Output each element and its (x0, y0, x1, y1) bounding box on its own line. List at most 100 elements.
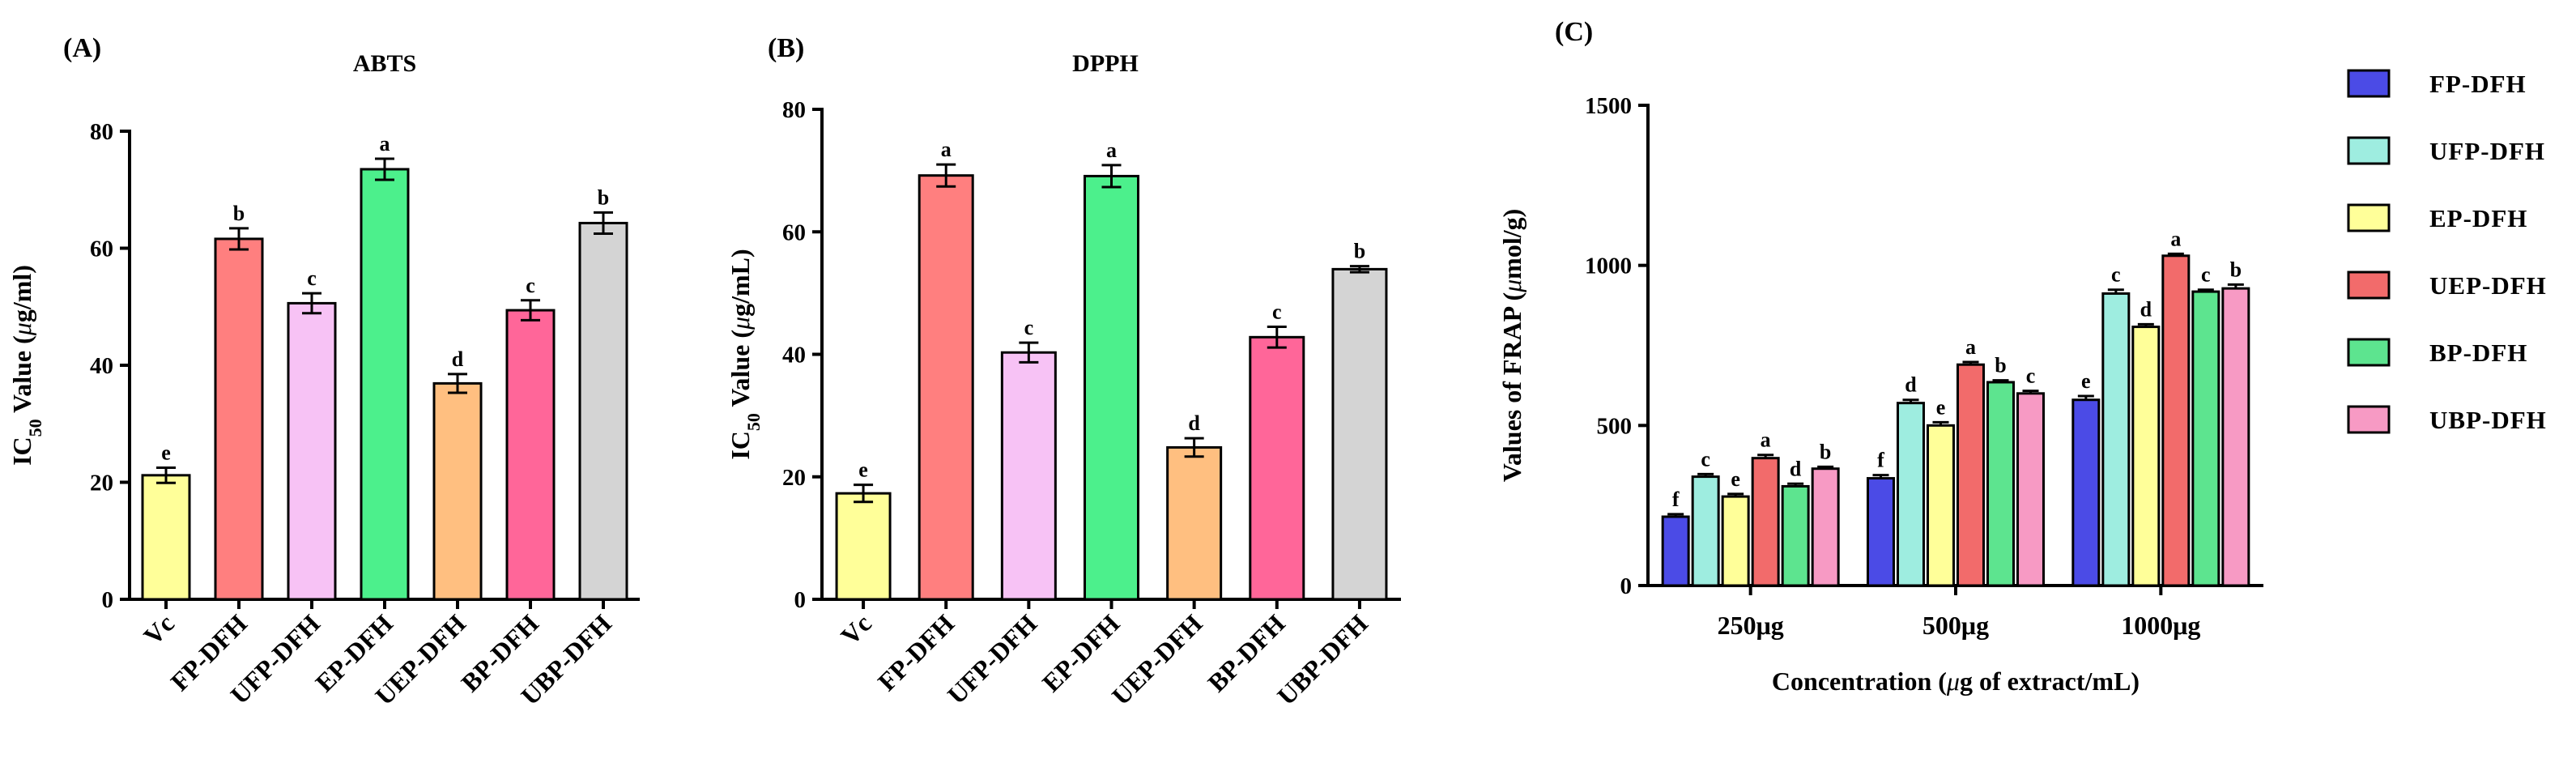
x-tick-label: Vc (138, 608, 180, 650)
significance-letter: a (2170, 227, 2181, 250)
x-tick-label: UFP-DFH (942, 608, 1043, 709)
significance-letter: d (452, 347, 464, 371)
significance-letter: a (380, 132, 390, 155)
y-tick-label: 0 (1620, 573, 1633, 599)
significance-letter: c (307, 266, 317, 290)
y-axis-label: IC50 Value (μg/mL) (726, 249, 764, 459)
y-tick-label: 1500 (1585, 93, 1632, 119)
significance-letter: d (1790, 457, 1802, 480)
significance-letter: c (2026, 364, 2036, 388)
bar-bp-dfh-1 (1986, 381, 2015, 587)
bar-uep-dfh-1 (1956, 363, 1985, 587)
significance-letter: e (858, 458, 868, 482)
chart-title: ABTS (353, 50, 416, 77)
significance-letter: c (1024, 316, 1034, 339)
panel-c-frap-chart: (C) Values of FRAP (μmol/g) Concentration … (1497, 17, 2547, 696)
significance-letter: e (1731, 467, 1740, 491)
bar-ubp-dfh-0 (1811, 467, 1840, 587)
bar-ep-dfh (360, 168, 410, 601)
x-tick-label: 1000μg (2121, 611, 2200, 640)
significance-letter: b (2230, 258, 2242, 281)
bar-fp-dfh (918, 174, 974, 601)
bar-vc (141, 474, 191, 601)
x-axis-label: Concentration (μg of extract/mL) (1772, 667, 2140, 696)
bar-ep-dfh-1 (1927, 424, 1955, 587)
y-axis-label: Values of FRAP (μmol/g) (1497, 209, 1526, 483)
panel-label: (C) (1555, 17, 1593, 47)
y-tick-label: 1000 (1585, 253, 1632, 279)
significance-letter: c (1272, 300, 1282, 323)
significance-letter: c (1701, 447, 1710, 471)
legend-swatch-ufp-dfh (2347, 136, 2391, 165)
y-tick-label: 20 (90, 471, 113, 496)
x-tick-label: UBP-DFH (1271, 608, 1373, 710)
legend-label-ufp-dfh: UFP-DFH (2429, 137, 2545, 165)
bar-fp-dfh-2 (2071, 398, 2101, 587)
y-tick-label: 0 (102, 587, 114, 613)
bar-bp-dfh (1249, 335, 1305, 601)
y-tick-label: 40 (782, 343, 806, 368)
significance-letter: f (1877, 449, 1884, 472)
legend-swatch-ubp-dfh (2347, 405, 2391, 434)
legend-swatch-ep-dfh (2347, 203, 2391, 232)
significance-letter: e (2081, 369, 2091, 393)
legend-label-bp-dfh: BP-DFH (2429, 339, 2527, 367)
bar-ep-dfh-0 (1721, 495, 1750, 587)
panel-label: (A) (63, 33, 101, 63)
significance-letter: b (233, 202, 245, 225)
bar-ubp-dfh-1 (2016, 392, 2045, 587)
bar-ep-dfh (1084, 174, 1139, 601)
significance-letter: a (1965, 335, 1976, 359)
bar-ufp-dfh (1000, 351, 1057, 601)
bar-bp-dfh-2 (2191, 290, 2220, 587)
legend: FP-DFH UFP-DFH EP-DFH UEP-DFH BP-DFH UBP-DFH (2347, 69, 2547, 434)
bar-ufp-dfh-1 (1897, 402, 1925, 587)
significance-letter: c (2201, 263, 2211, 287)
x-tick-label: 500μg (1922, 611, 1989, 640)
y-tick-label: 60 (90, 236, 113, 262)
bar-bp-dfh (505, 309, 556, 601)
significance-letter: d (2140, 297, 2152, 321)
significance-letter: a (941, 138, 952, 161)
bar-ubp-dfh-2 (2221, 287, 2250, 587)
legend-label-ubp-dfh: UBP-DFH (2429, 406, 2547, 434)
y-tick-label: 80 (782, 97, 806, 123)
y-tick-label: 0 (794, 587, 807, 613)
significance-letter: a (1761, 428, 1771, 452)
legend-swatch-fp-dfh (2347, 69, 2391, 98)
x-tick-label: 250μg (1718, 611, 1784, 640)
bar-ubp-dfh (1331, 267, 1388, 601)
significance-letter: a (1106, 138, 1117, 162)
bar-bp-dfh-0 (1781, 484, 1810, 587)
significance-letter: d (1905, 373, 1917, 397)
legend-swatch-bp-dfh (2347, 338, 2391, 367)
y-tick-label: 500 (1597, 413, 1633, 439)
bar-vc (835, 492, 892, 601)
bar-fp-dfh-0 (1661, 515, 1690, 587)
y-tick-label: 40 (90, 353, 113, 379)
y-tick-label: 60 (782, 219, 806, 245)
bar-uep-dfh-2 (2161, 254, 2191, 587)
legend-swatch-uep-dfh (2347, 270, 2391, 300)
significance-letter: b (1820, 440, 1831, 463)
legend-label-fp-dfh: FP-DFH (2429, 70, 2527, 98)
y-tick-label: 80 (90, 119, 113, 145)
x-tick-label: UEP-DFH (1106, 608, 1208, 710)
significance-letter: f (1672, 488, 1680, 511)
bar-uep-dfh (432, 381, 483, 601)
chart-title: DPPH (1072, 50, 1139, 77)
legend-label-ep-dfh: EP-DFH (2429, 204, 2527, 232)
bar-fp-dfh-1 (1867, 477, 1895, 587)
bar-ubp-dfh (578, 221, 628, 601)
legend-label-uep-dfh: UEP-DFH (2429, 271, 2547, 300)
bar-ufp-dfh (287, 301, 337, 601)
y-tick-label: 20 (782, 465, 806, 491)
significance-letter: b (1995, 354, 2006, 377)
panel-label: (B) (768, 33, 804, 63)
bar-ep-dfh-2 (2131, 326, 2161, 587)
significance-letter: b (1354, 240, 1365, 263)
significance-letter: e (1936, 395, 1946, 419)
